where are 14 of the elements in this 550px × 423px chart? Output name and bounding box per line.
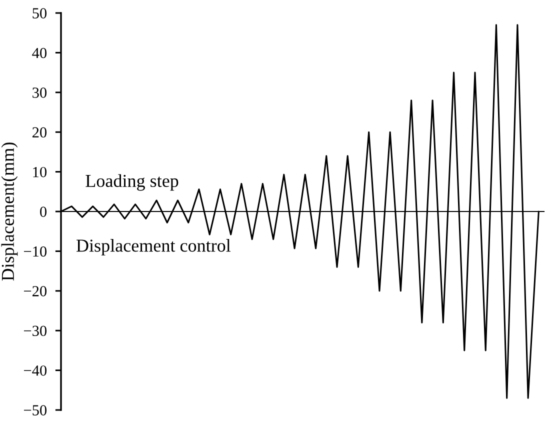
y-tick-label: −20 — [24, 286, 47, 296]
y-axis-title: Displacement(mm) — [1, 142, 18, 281]
y-tick-label: 50 — [32, 8, 47, 18]
y-tick-label: 40 — [32, 48, 47, 58]
y-tick-label: 0 — [40, 206, 47, 217]
annotation: Displacement control — [76, 239, 231, 256]
y-tick-label: −10 — [24, 246, 47, 257]
y-tick-label: −40 — [24, 365, 47, 376]
y-tick-label: −30 — [24, 326, 47, 336]
annotation: Loading step — [86, 174, 178, 191]
y-tick-label: 30 — [32, 88, 47, 98]
y-tick-label: −50 — [24, 405, 47, 416]
y-tick-label: 10 — [33, 166, 47, 178]
y-tick-label: 20 — [32, 127, 47, 138]
